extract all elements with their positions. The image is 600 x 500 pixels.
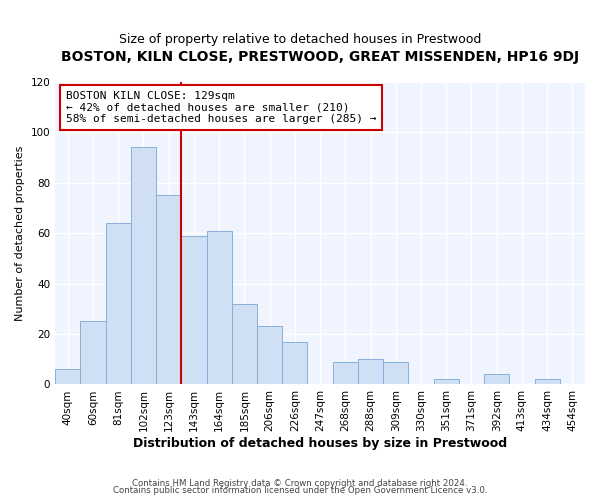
Bar bbox=[434, 380, 459, 384]
Bar bbox=[232, 304, 257, 384]
Bar bbox=[535, 380, 560, 384]
Bar bbox=[383, 362, 409, 384]
Bar bbox=[358, 359, 383, 384]
Bar bbox=[484, 374, 509, 384]
Text: Contains public sector information licensed under the Open Government Licence v3: Contains public sector information licen… bbox=[113, 486, 487, 495]
Bar bbox=[206, 230, 232, 384]
Bar bbox=[332, 362, 358, 384]
Text: BOSTON KILN CLOSE: 129sqm
← 42% of detached houses are smaller (210)
58% of semi: BOSTON KILN CLOSE: 129sqm ← 42% of detac… bbox=[66, 91, 376, 124]
Y-axis label: Number of detached properties: Number of detached properties bbox=[15, 146, 25, 321]
Bar bbox=[131, 148, 156, 384]
Bar bbox=[80, 322, 106, 384]
Bar bbox=[282, 342, 307, 384]
Text: Contains HM Land Registry data © Crown copyright and database right 2024.: Contains HM Land Registry data © Crown c… bbox=[132, 478, 468, 488]
Bar bbox=[257, 326, 282, 384]
Bar bbox=[106, 223, 131, 384]
Bar bbox=[55, 370, 80, 384]
Bar bbox=[181, 236, 206, 384]
Text: Size of property relative to detached houses in Prestwood: Size of property relative to detached ho… bbox=[119, 32, 481, 46]
X-axis label: Distribution of detached houses by size in Prestwood: Distribution of detached houses by size … bbox=[133, 437, 507, 450]
Title: BOSTON, KILN CLOSE, PRESTWOOD, GREAT MISSENDEN, HP16 9DJ: BOSTON, KILN CLOSE, PRESTWOOD, GREAT MIS… bbox=[61, 50, 579, 64]
Bar bbox=[156, 196, 181, 384]
